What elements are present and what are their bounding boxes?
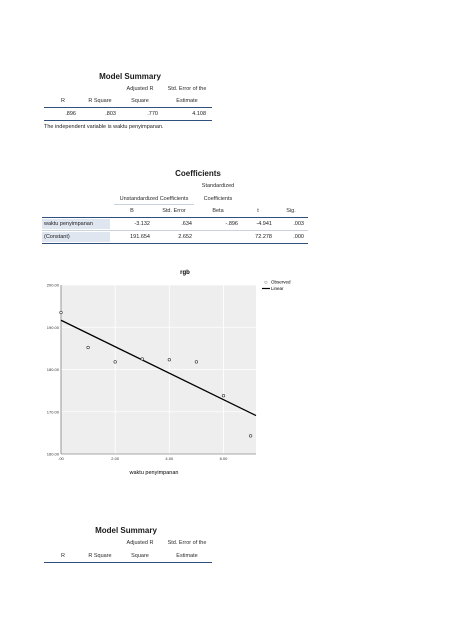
header-std-error-top: Std. Error of the (167, 540, 207, 546)
header-t: t (257, 208, 259, 214)
data-point (221, 394, 226, 398)
table-rule (44, 107, 212, 108)
header-standardized-bottom: Coefficients (203, 196, 233, 202)
y-tick-label: 180.00 (47, 367, 60, 372)
axes: 160.00 170.00 180.00 190.00 200.00 .00 2.00 4.0… (47, 283, 256, 461)
header-r: R (61, 553, 65, 559)
coefficients-title: Coefficients (175, 169, 221, 178)
header-adjusted-r-bottom: Square (131, 553, 149, 559)
table-rule (44, 562, 212, 563)
cell-beta: -.896 (225, 221, 238, 227)
header-adjusted-r-bottom: Square (131, 98, 149, 104)
table-footnote: The independent variable is waktu penyim… (44, 124, 164, 130)
table-rule (42, 217, 308, 218)
table-rule (42, 243, 308, 244)
y-tick-label: 190.00 (47, 325, 60, 330)
x-tick-label: .00 (58, 456, 64, 461)
cell-t: 72.278 (255, 234, 272, 240)
data-point (194, 360, 199, 364)
legend-observed-marker: ○ (264, 280, 268, 286)
data-point (59, 310, 63, 315)
cell-std-error: 2.652 (178, 234, 192, 240)
header-b: B (130, 208, 134, 214)
data-point (248, 434, 253, 438)
header-r-square: R Square (88, 553, 112, 559)
cell-adjusted-r-square: .770 (147, 111, 158, 117)
chart-title: rgb (180, 270, 190, 276)
x-axis-label: waktu penyimpanan (129, 470, 179, 476)
header-std-error: Std. Error (162, 208, 186, 214)
data-point (86, 345, 90, 350)
header-divider (114, 204, 194, 205)
data-marks (59, 310, 257, 438)
header-beta: Beta (212, 208, 224, 214)
y-tick-label: 200.00 (47, 283, 60, 288)
cell-r: .896 (65, 111, 76, 117)
row-label-constant: (Constant) (44, 234, 70, 240)
fit-line (60, 319, 257, 417)
header-std-error-top: Std. Error of the (167, 86, 207, 92)
x-tick-label: 6.00 (220, 456, 229, 461)
y-tick-label: 170.00 (47, 409, 60, 414)
y-tick-label: 160.00 (47, 452, 60, 457)
cell-std-error: .634 (181, 221, 192, 227)
header-adjusted-r-top: Adjusted R (126, 86, 154, 92)
chart-legend: ○ Observed Linear (262, 280, 291, 291)
header-sig: Sig. (286, 208, 296, 214)
header-std-error-bottom: Estimate (176, 98, 198, 104)
cell-sig: .000 (293, 234, 304, 240)
model-summary-title: Model Summary (95, 526, 157, 535)
cell-t: -4.941 (256, 221, 272, 227)
data-point (140, 357, 144, 361)
header-std-error-bottom: Estimate (176, 553, 198, 559)
x-tick-label: 2.00 (111, 456, 120, 461)
data-point (113, 360, 117, 364)
legend-observed-label: Observed (271, 280, 291, 285)
cell-b: -3.132 (134, 221, 150, 227)
cell-std-error: 4.108 (192, 111, 206, 117)
cell-sig: .003 (293, 221, 304, 227)
header-r-square: R Square (88, 98, 112, 104)
table-rule (44, 120, 212, 121)
data-point (167, 358, 171, 362)
cell-b: 191.654 (130, 234, 150, 240)
header-adjusted-r-top: Adjusted R (126, 540, 154, 546)
scatter-chart: rgb 160.00 170.00 180.00 190.00 200.00 .00 2.0… (30, 262, 300, 484)
legend-linear-label: Linear (271, 286, 284, 291)
model-summary-title: Model Summary (99, 72, 161, 81)
header-standardized-top: Standardized (201, 183, 235, 189)
cell-r-square: .803 (105, 111, 116, 117)
header-r: R (61, 98, 65, 104)
row-label-waktu: waktu penyimpanan (44, 221, 93, 227)
header-unstandardized: Unstandardized Coefficients (119, 196, 189, 202)
x-tick-label: 4.00 (165, 456, 174, 461)
